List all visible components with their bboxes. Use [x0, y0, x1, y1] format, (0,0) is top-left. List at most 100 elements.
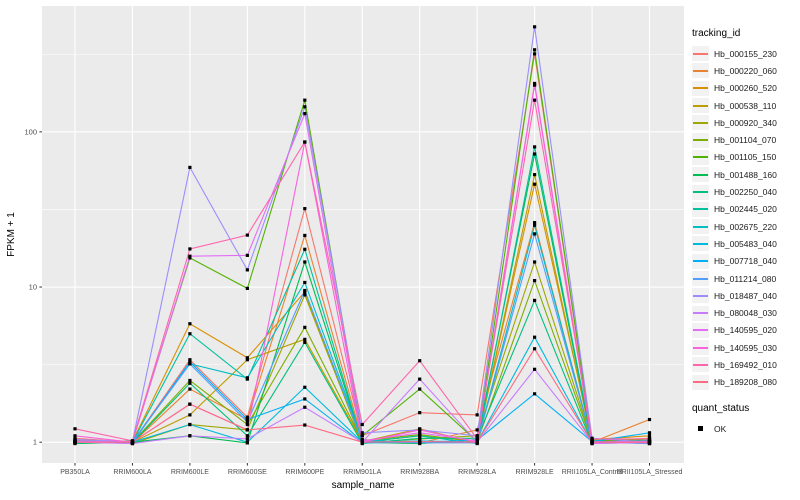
data-point [533, 335, 537, 339]
legend-item-Hb_002250_040: Hb_002250_040 [692, 183, 798, 200]
data-point [418, 428, 422, 432]
data-point [533, 145, 537, 149]
data-point [245, 434, 249, 438]
legend: tracking_id Hb_000155_230 Hb_000220_060 Hb… [692, 28, 798, 437]
data-point [303, 280, 307, 285]
data-point [303, 207, 307, 211]
plot-panel [42, 6, 684, 463]
legend-item-Hb_005483_040: Hb_005483_040 [692, 235, 798, 252]
legend-key-swatch [692, 288, 709, 304]
legend-key-swatch [692, 253, 709, 269]
legend-line-icon [693, 52, 708, 55]
data-point [188, 256, 192, 260]
legend-line-icon [693, 121, 708, 124]
data-point [188, 358, 192, 362]
legend-item-Hb_080048_030: Hb_080048_030 [692, 304, 798, 321]
legend-line-icon [693, 242, 708, 245]
legend-item-Hb_189208_080: Hb_189208_080 [692, 374, 798, 391]
legend-key-swatch [692, 184, 709, 200]
x-tick-label: RRIM600PE [285, 469, 324, 476]
data-point [303, 98, 307, 102]
data-point [418, 387, 422, 391]
legend-item-label: Hb_007718_040 [714, 256, 777, 267]
data-point [418, 434, 422, 438]
data-point [245, 417, 249, 422]
legend-line-icon [693, 294, 708, 297]
data-point [533, 392, 537, 396]
data-point [303, 423, 307, 427]
data-point [188, 434, 192, 438]
legend-title-quant-status: quant_status [692, 402, 750, 414]
data-point [418, 431, 422, 435]
data-point [647, 417, 652, 422]
data-point [533, 81, 537, 86]
legend-item-Hb_011214_080: Hb_011214_080 [692, 270, 798, 287]
data-point [360, 434, 364, 438]
legend-item-Hb_018487_040: Hb_018487_040 [692, 287, 798, 304]
legend-item-Hb_000155_230: Hb_000155_230 [692, 45, 798, 62]
legend-key-swatch [692, 80, 709, 96]
legend-line-icon [693, 277, 708, 280]
data-point [303, 340, 307, 344]
legend-key-swatch [692, 201, 709, 217]
data-point [130, 440, 135, 444]
x-tick-label: RRII105LA_Control [562, 469, 623, 476]
data-point [533, 232, 537, 236]
legend-item-label: Hb_018487_040 [714, 290, 777, 301]
legend-item-quant-OK: OK [692, 420, 798, 437]
legend-key-swatch [692, 340, 709, 356]
data-point [188, 332, 192, 336]
legend-quant-items: OK [692, 420, 798, 437]
legend-item-Hb_000220_060: Hb_000220_060 [692, 62, 798, 79]
black-square-point-icon [698, 426, 703, 432]
legend-key-swatch [692, 374, 709, 390]
data-point [245, 420, 249, 424]
data-point [303, 397, 307, 401]
data-point [245, 440, 249, 444]
legend-title-tracking-id: tracking_id [692, 28, 741, 39]
data-point [418, 411, 422, 415]
data-point [533, 52, 537, 56]
data-point [360, 440, 364, 444]
data-point [73, 440, 77, 444]
data-point [303, 325, 307, 329]
data-point [533, 48, 537, 52]
x-tick-label: RRII105LA_Stressed [617, 469, 683, 476]
legend-line-icon [693, 260, 708, 263]
y-tick-label: 10 [29, 283, 37, 292]
legend-line-icon [693, 139, 708, 142]
y-tick-label: 1 [33, 438, 37, 447]
legend-key-swatch [692, 421, 709, 436]
data-point [245, 253, 249, 257]
legend-item-label: Hb_001488_160 [714, 169, 777, 180]
data-point [245, 233, 249, 237]
x-tick-label: PB350LA [60, 469, 90, 476]
data-point [245, 268, 249, 272]
data-point [475, 437, 479, 441]
legend-item-label: Hb_001104_070 [714, 135, 777, 146]
data-point [188, 378, 192, 383]
legend-item-label: Hb_169492_010 [714, 359, 777, 370]
legend-line-icon [693, 208, 708, 211]
data-point [590, 440, 594, 444]
legend-line-icon [693, 173, 708, 176]
legend-item-Hb_001104_070: Hb_001104_070 [692, 131, 798, 148]
legend-line-icon [693, 156, 708, 159]
legend-item-label: Hb_189208_080 [714, 377, 777, 388]
data-point [533, 347, 537, 351]
data-point [303, 247, 307, 251]
legend-item-Hb_169492_010: Hb_169492_010 [692, 356, 798, 373]
x-tick-label: RRIM928BA [400, 469, 439, 476]
data-point [418, 436, 422, 440]
data-point [533, 279, 537, 283]
legend-key-swatch [692, 115, 709, 131]
legend-line-icon [693, 104, 708, 107]
x-tick-label: RRIM901LA [343, 469, 381, 476]
legend-item-Hb_002675_220: Hb_002675_220 [692, 218, 798, 235]
legend-item-label: Hb_002675_220 [714, 221, 777, 232]
data-point [533, 298, 537, 303]
legend-line-icon [693, 225, 708, 228]
data-point [647, 434, 652, 438]
legend-item-Hb_007718_040: Hb_007718_040 [692, 253, 798, 270]
